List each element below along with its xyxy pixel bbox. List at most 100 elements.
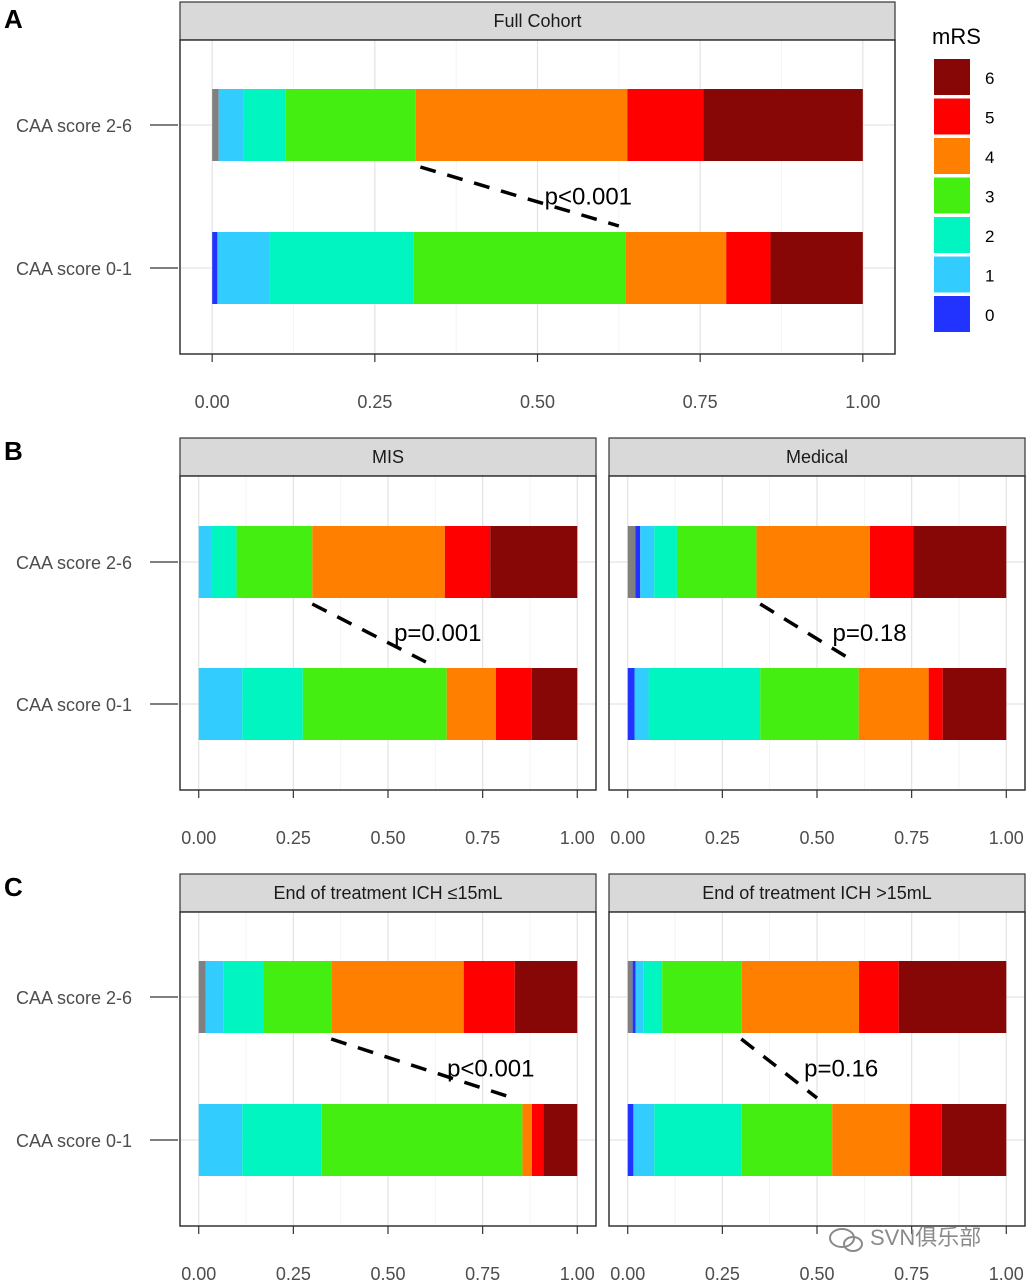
x-tick-label: 0.25 xyxy=(276,1264,311,1280)
x-tick-label: 1.00 xyxy=(845,392,880,412)
y-tick-label: CAA score 2-6 xyxy=(16,988,132,1008)
bar-caa-score-0-1 xyxy=(198,668,578,740)
legend-label: 0 xyxy=(985,306,994,325)
bar-segment-mrs-3 xyxy=(236,526,313,598)
bar-segment-mrs-1 xyxy=(198,526,212,598)
x-tick-label: 0.50 xyxy=(370,828,405,848)
panel-2: B MIS p=0.001 CAA score 2-6 CAA score 0-1 0.0… xyxy=(4,436,597,848)
bar-segment-mrs-2 xyxy=(243,89,286,161)
bar-segment-mrs-4 xyxy=(756,526,870,598)
bar-caa-score-0-1 xyxy=(627,668,1007,740)
x-tick-label: 0.00 xyxy=(610,828,645,848)
y-tick-label: CAA score 2-6 xyxy=(16,553,132,573)
panel-1: A Full Cohort p<0.001 CAA score 2-6 CAA scor… xyxy=(4,1,896,412)
bar-segment-mrs-4 xyxy=(741,961,860,1033)
bar-caa-score-0-1 xyxy=(627,1104,1007,1176)
x-tick-label: 1.00 xyxy=(560,828,595,848)
legend-title: mRS xyxy=(932,24,981,49)
y-tick-label: CAA score 2-6 xyxy=(16,116,132,136)
bar-segment-mrs-5 xyxy=(928,668,943,740)
bar-segment-mrs-2 xyxy=(654,526,677,598)
bar-segment-mrs-1 xyxy=(218,89,244,161)
bar-caa-score-2-6 xyxy=(198,526,578,598)
bar-segment-mrs-3 xyxy=(413,232,626,304)
bar-segment-mrs-3 xyxy=(321,1104,523,1176)
bar-caa-score-0-1 xyxy=(198,1104,578,1176)
bar-segment-mrs-1 xyxy=(198,1104,243,1176)
legend-swatch-mrs-2 xyxy=(934,217,970,253)
facet-title: MIS xyxy=(372,447,404,467)
panel-letter: B xyxy=(4,436,23,466)
panel-5: End of treatment ICH >15mL p=0.16 0.00 0.25… xyxy=(608,873,1026,1280)
dashed-connector xyxy=(311,602,427,664)
legend-label: 3 xyxy=(985,188,994,207)
bar-segment-mrs-1 xyxy=(205,961,224,1033)
x-tick-label: 0.00 xyxy=(195,392,230,412)
bar-segment-mrs-3 xyxy=(741,1104,833,1176)
bar-segment-mrs-5 xyxy=(463,961,515,1033)
facet-title: Full Cohort xyxy=(493,11,581,31)
bar-segment-mrs-6 xyxy=(543,1104,578,1176)
bar-segment-mrs-4 xyxy=(331,961,464,1033)
bar-segment-mrs-0 xyxy=(627,668,635,740)
p-value: p=0.001 xyxy=(394,620,481,647)
facet-title: End of treatment ICH ≤15mL xyxy=(274,883,503,903)
bar-segment-mrs-1 xyxy=(640,526,655,598)
bar-segment-mrs-4 xyxy=(415,89,628,161)
panels-layer: A Full Cohort p<0.001 CAA score 2-6 CAA scor… xyxy=(4,1,1026,1280)
watermark: SVN俱乐部 xyxy=(829,1225,981,1252)
legend-swatch-mrs-4 xyxy=(934,138,970,174)
bar-segment-mrs-1 xyxy=(634,668,649,740)
bar-segment-mrs-6 xyxy=(770,232,863,304)
bar-segment-mrs-6 xyxy=(514,961,578,1033)
x-tick-label: 0.00 xyxy=(181,828,216,848)
bar-caa-score-2-6 xyxy=(627,526,1007,598)
bar-segment-mrs-5 xyxy=(859,961,899,1033)
bar-segment-mrs-2 xyxy=(242,668,303,740)
bar-segment-mrs-4 xyxy=(832,1104,910,1176)
x-tick-label: 0.25 xyxy=(276,828,311,848)
bar-segment-mrs-5 xyxy=(627,89,704,161)
legend-label: 4 xyxy=(985,148,994,167)
bar-segment-mrs-3 xyxy=(263,961,332,1033)
bar-segment-mrs-4 xyxy=(522,1104,532,1176)
bar-segment-mrs-3 xyxy=(676,526,757,598)
legend-swatch-mrs-5 xyxy=(934,98,970,135)
x-tick-label: 0.75 xyxy=(465,828,500,848)
bar-caa-score-2-6 xyxy=(627,961,1007,1033)
bar-segment-mrs-2 xyxy=(654,1104,742,1176)
watermark-text: SVN俱乐部 xyxy=(870,1225,981,1250)
bar-caa-score-2-6 xyxy=(198,961,578,1033)
x-tick-label: 0.75 xyxy=(894,828,929,848)
bar-segment-mrs-1 xyxy=(217,232,270,304)
bar-segment-mrs-6 xyxy=(490,526,578,598)
bar-segment-mrs-2 xyxy=(211,526,237,598)
x-tick-label: 0.75 xyxy=(683,392,718,412)
bar-segment-mrs-6 xyxy=(942,668,1007,740)
x-tick-label: 0.50 xyxy=(520,392,555,412)
bar-segment-mrs-5 xyxy=(444,526,491,598)
bar-segment-mrs-0 xyxy=(635,526,641,598)
x-tick-label: 0.75 xyxy=(465,1264,500,1280)
dashed-connector xyxy=(740,1037,819,1100)
legend-label: 2 xyxy=(985,227,994,246)
facet-title: Medical xyxy=(786,447,848,467)
x-tick-label: 1.00 xyxy=(989,1264,1024,1280)
bar-segment-mrs-0 xyxy=(627,1104,634,1176)
x-tick-label: 0.00 xyxy=(181,1264,216,1280)
x-tick-label: 0.50 xyxy=(370,1264,405,1280)
bar-segment-mrs-5 xyxy=(869,526,914,598)
x-tick-label: 1.00 xyxy=(989,828,1024,848)
bar-segment-mrs-1 xyxy=(635,961,644,1033)
bar-segment-mrs-NA xyxy=(627,526,636,598)
p-value: p<0.001 xyxy=(545,184,632,211)
x-tick-label: 0.00 xyxy=(610,1264,645,1280)
bar-segment-mrs-2 xyxy=(648,668,761,740)
bar-caa-score-0-1 xyxy=(212,232,863,304)
dashed-connector xyxy=(419,165,620,228)
wechat-icon xyxy=(829,1228,863,1252)
dashed-connector xyxy=(759,602,856,664)
bar-segment-mrs-2 xyxy=(223,961,264,1033)
bar-segment-mrs-3 xyxy=(285,89,416,161)
